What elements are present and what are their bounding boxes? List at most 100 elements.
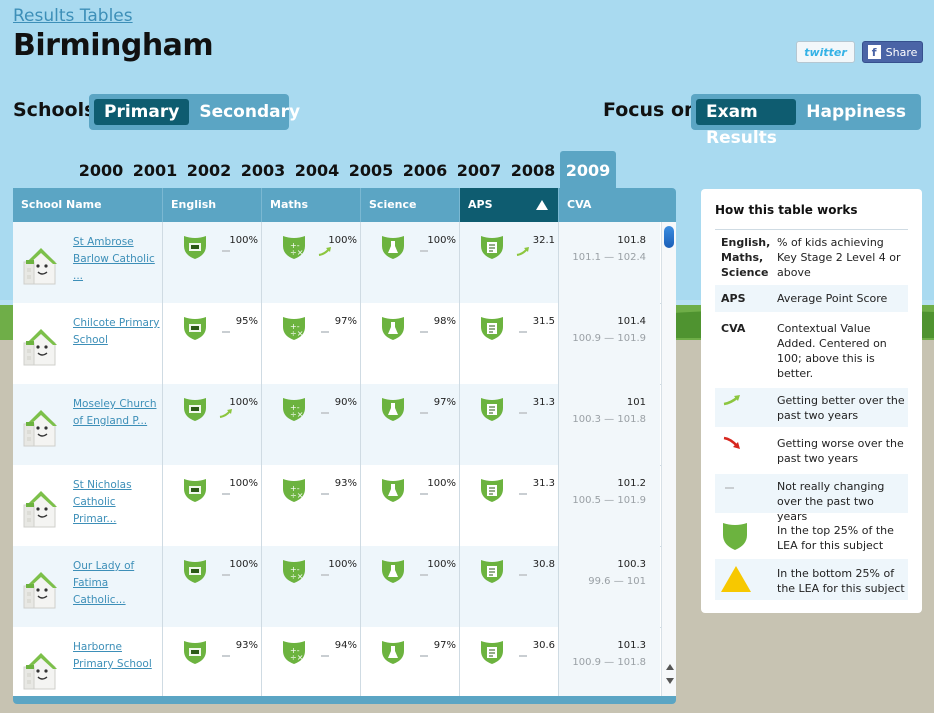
results-tables-link[interactable]: Results Tables: [13, 6, 133, 26]
cva-cell: 101.8 101.1 — 102.4: [559, 222, 660, 303]
aps-value: 31.5: [532, 316, 555, 327]
school-building-icon: [23, 404, 59, 448]
trend-flat-icon: [318, 646, 332, 657]
primary-option[interactable]: Primary: [94, 99, 190, 125]
year-tab-2009[interactable]: 2009: [560, 151, 616, 189]
science-value: 98%: [433, 316, 456, 327]
school-link[interactable]: St Ambrose Barlow Catholic ...: [73, 236, 155, 282]
maths-shield-icon: +- ÷×: [282, 315, 306, 341]
maths-cell: +- ÷× 90%: [262, 384, 361, 465]
col-label: Maths: [270, 198, 309, 211]
aps-value: 31.3: [532, 397, 555, 408]
cva-value: 100.3: [617, 559, 646, 570]
maths-shield-icon: +- ÷×: [282, 477, 306, 503]
maths-shield-icon: +- ÷×: [282, 234, 306, 260]
legend-desc: Not really changing over the past two ye…: [777, 480, 885, 523]
english-shield-icon: [183, 477, 207, 503]
school-name-cell: Harborne Primary School: [13, 627, 163, 696]
year-tab-2004[interactable]: 2004: [294, 160, 340, 180]
col-aps[interactable]: APS: [460, 188, 559, 222]
scroll-down-arrow-icon[interactable]: [666, 678, 674, 684]
trend-flat-icon: [417, 646, 431, 657]
col-maths[interactable]: Maths: [262, 188, 361, 222]
year-tab-2002[interactable]: 2002: [186, 160, 232, 180]
legend-item: English, Maths, Science % of kids achiev…: [715, 229, 908, 284]
school-name-cell: Chilcote Primary School: [13, 303, 163, 384]
science-shield-icon: [381, 396, 405, 422]
school-link[interactable]: Harborne Primary School: [73, 641, 152, 670]
legend-item: APS Average Point Score: [715, 285, 908, 312]
scroll-up-arrow-icon[interactable]: [666, 664, 674, 670]
year-tab-2006[interactable]: 2006: [402, 160, 448, 180]
maths-cell: +- ÷× 94%: [262, 627, 361, 696]
col-school-name[interactable]: School Name: [13, 188, 163, 222]
science-value: 100%: [427, 235, 456, 246]
table-scrollbar[interactable]: [661, 222, 676, 696]
year-tab-2001[interactable]: 2001: [132, 160, 178, 180]
secondary-option[interactable]: Secondary: [199, 102, 301, 122]
col-label: APS: [468, 198, 493, 211]
col-label: Science: [369, 198, 417, 211]
cva-range: 101.1 — 102.4: [572, 252, 646, 263]
year-tab-2000[interactable]: 2000: [78, 160, 124, 180]
english-value: 100%: [229, 478, 258, 489]
year-tabs: 2000 2001 2002 2003 2004 2005 2006 2007 …: [74, 151, 616, 189]
aps-value: 30.6: [532, 640, 555, 651]
science-value: 97%: [433, 640, 456, 651]
focus-toggle: Exam Results Happiness: [691, 94, 921, 148]
aps-cell: 30.8: [460, 546, 559, 627]
col-cva[interactable]: CVA: [559, 188, 676, 222]
table-row: Harborne Primary School 93% +- ÷× 94% 97% 30.6…: [13, 627, 661, 696]
scrollbar-thumb[interactable]: [664, 226, 674, 248]
page-title: Birmingham: [13, 28, 214, 63]
trend-flat-icon: [417, 403, 431, 414]
year-tab-2007[interactable]: 2007: [456, 160, 502, 180]
legend-panel: How this table works English, Maths, Sci…: [701, 189, 922, 613]
school-link[interactable]: Moseley Church of England P...: [73, 398, 157, 427]
trend-flat-icon: [516, 484, 530, 495]
english-value: 100%: [229, 235, 258, 246]
col-science[interactable]: Science: [361, 188, 460, 222]
legend-title: How this table works: [715, 203, 858, 217]
trend-flat-icon: [417, 565, 431, 576]
science-cell: 100%: [361, 465, 460, 546]
school-link[interactable]: Chilcote Primary School: [73, 317, 160, 346]
facebook-share-button[interactable]: f Share: [862, 41, 923, 63]
cva-cell: 101.3 100.9 — 101.8: [559, 627, 660, 696]
svg-text:+-: +-: [290, 322, 300, 331]
aps-shield-icon: [480, 477, 504, 503]
trend-flat-icon: [219, 565, 233, 576]
year-tab-2005[interactable]: 2005: [348, 160, 394, 180]
english-value: 93%: [235, 640, 258, 651]
trend-down-icon: [723, 436, 740, 449]
legend-item: CVA Contextual Value Added. Centered on …: [715, 313, 908, 383]
legend-desc: In the top 25% of the LEA for this subje…: [777, 524, 894, 552]
cva-cell: 100.3 99.6 — 101: [559, 546, 660, 627]
col-english[interactable]: English: [163, 188, 262, 222]
legend-item: Getting worse over the past two years: [715, 431, 908, 470]
english-cell: 100%: [163, 222, 262, 303]
trend-flat-icon: [417, 241, 431, 252]
year-tab-2003[interactable]: 2003: [240, 160, 286, 180]
cva-cell: 101.4 100.9 — 101.9: [559, 303, 660, 384]
cva-value: 101.3: [617, 640, 646, 651]
twitter-button[interactable]: twitter: [796, 41, 855, 63]
science-shield-icon: [381, 315, 405, 341]
school-link[interactable]: Our Lady of Fatima Catholic...: [73, 560, 135, 606]
facebook-icon: f: [867, 45, 881, 59]
english-cell: 95%: [163, 303, 262, 384]
table-body: St Ambrose Barlow Catholic ... 100% +- ÷× 10…: [13, 222, 676, 696]
maths-cell: +- ÷× 100%: [262, 222, 361, 303]
year-tab-2008[interactable]: 2008: [510, 160, 556, 180]
legend-key: CVA: [721, 322, 746, 335]
happiness-option[interactable]: Happiness: [806, 102, 906, 122]
exam-results-option[interactable]: Exam Results: [696, 99, 797, 148]
green-shield-icon: [723, 523, 747, 550]
cva-cell: 101.2 100.5 — 101.9: [559, 465, 660, 546]
cva-value: 101.4: [617, 316, 646, 327]
trend-flat-icon: [725, 487, 734, 489]
school-link[interactable]: St Nicholas Catholic Primar...: [73, 479, 132, 525]
focus-on-label: Focus on: [603, 99, 698, 121]
trend-up-icon: [219, 403, 233, 419]
science-value: 97%: [433, 397, 456, 408]
